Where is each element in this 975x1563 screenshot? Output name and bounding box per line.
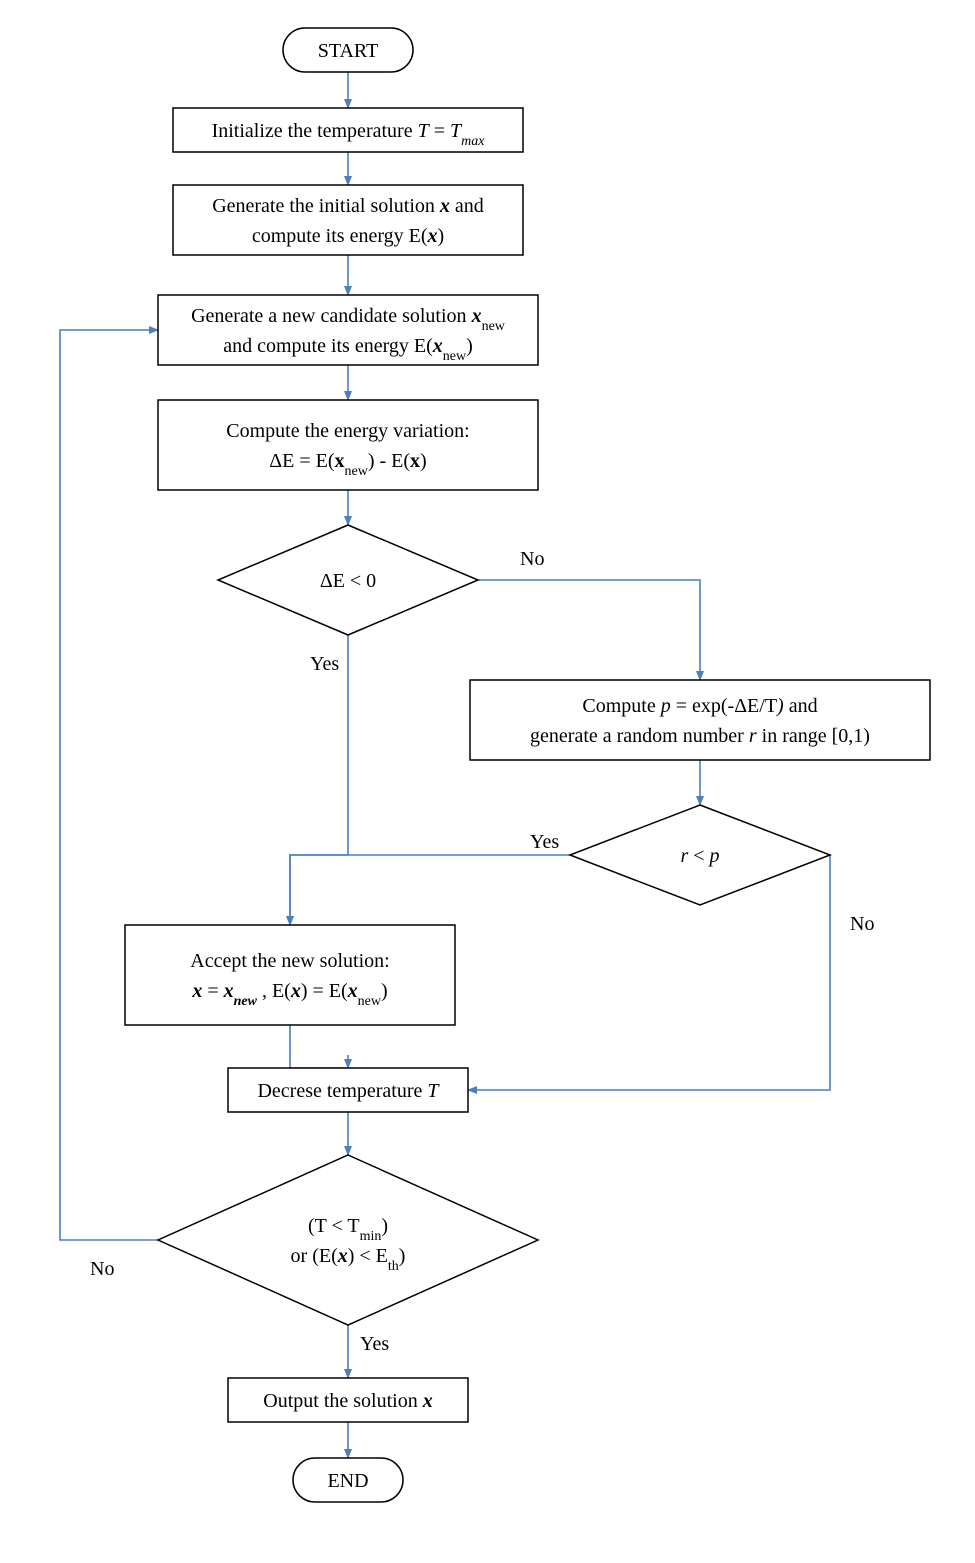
label-compP-line1: generate a random number r in range [0,1… — [530, 725, 870, 747]
label-accept-line0: Accept the new solution: — [190, 950, 389, 972]
edge-label-dec2_no: No — [850, 913, 874, 935]
label-gen0-line1: compute its energy E(x) — [252, 225, 444, 247]
label-decT: Decrese temperature T — [257, 1080, 440, 1102]
edge-label-dec3_yes: Yes — [360, 1333, 389, 1355]
node-compP — [470, 680, 930, 760]
label-output: Output the solution x — [263, 1390, 432, 1412]
edge — [60, 330, 158, 1240]
edge — [290, 1025, 348, 1068]
node-accept — [125, 925, 455, 1025]
edge-label-dec1_no: No — [520, 548, 544, 570]
label-end: END — [327, 1470, 368, 1492]
edge-label-dec1_yes: Yes — [310, 653, 339, 675]
label-start: START — [318, 40, 379, 62]
label-gen0-line0: Generate the initial solution x and — [212, 195, 484, 217]
label-dE-line0: Compute the energy variation: — [226, 420, 469, 442]
label-dec2: r < p — [680, 845, 719, 867]
edge — [290, 855, 570, 925]
label-dec1: ΔE < 0 — [320, 570, 376, 592]
flowchart-svg: STARTInitialize the temperature T = Tmax… — [0, 0, 975, 1563]
node-dec3 — [158, 1155, 538, 1325]
edge — [468, 855, 830, 1090]
edge-label-dec2_yes: Yes — [530, 831, 559, 853]
edge-label-dec3_no: No — [90, 1258, 114, 1280]
edge — [290, 635, 348, 925]
nodes-group: STARTInitialize the temperature T = Tmax… — [125, 28, 930, 1502]
label-compP-line0: Compute p = exp(-ΔE/T) and — [582, 695, 817, 717]
edge — [478, 580, 700, 680]
